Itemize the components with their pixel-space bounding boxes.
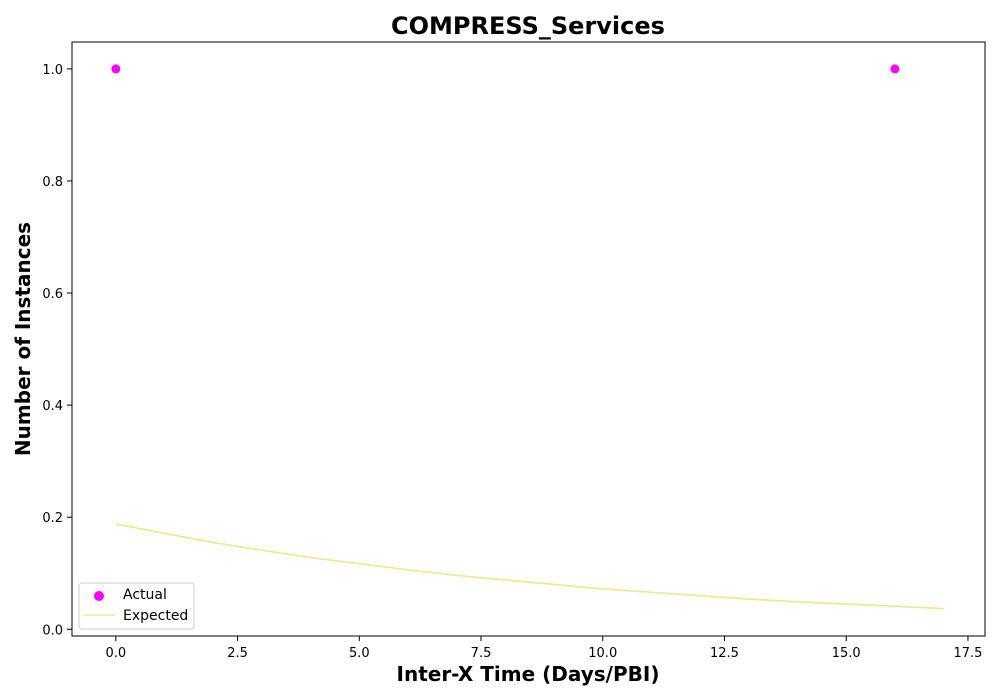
x-axis-label: Inter-X Time (Days/PBI) <box>397 662 660 686</box>
x-tick-label: 2.5 <box>227 646 248 661</box>
x-tick-label: 5.0 <box>349 646 370 661</box>
x-axis: 0.0 2.5 5.0 7.5 10.0 12.5 15.0 17.5 <box>105 636 982 661</box>
chart-title: COMPRESS_Services <box>391 12 665 40</box>
y-tick-label: 1.0 <box>42 63 63 78</box>
x-tick-label: 7.5 <box>471 646 492 661</box>
legend-frame <box>78 582 195 630</box>
actual-point <box>890 64 900 74</box>
x-tick-label: 15.0 <box>832 646 861 661</box>
x-tick-label: 0.0 <box>105 646 126 661</box>
y-tick-label: 0.6 <box>42 287 63 302</box>
y-tick-label: 0.4 <box>42 399 63 414</box>
x-tick-label: 12.5 <box>710 646 739 661</box>
expected-line <box>115 523 944 610</box>
y-tick-label: 0.8 <box>42 175 63 190</box>
x-tick-label: 10.0 <box>588 646 617 661</box>
y-axis-label: Number of Instances <box>11 222 35 456</box>
legend: Actual Expected <box>78 582 195 630</box>
actual-point <box>111 64 121 74</box>
legend-actual-marker <box>94 591 104 601</box>
legend-expected-label: Expected <box>123 608 188 624</box>
y-axis: 0.0 0.2 0.4 0.6 0.8 1.0 <box>42 63 72 638</box>
y-tick-label: 0.0 <box>42 623 63 638</box>
plot-frame <box>71 41 986 637</box>
y-tick-label: 0.2 <box>42 511 63 526</box>
legend-actual-label: Actual <box>123 587 167 603</box>
x-tick-label: 17.5 <box>953 646 982 661</box>
